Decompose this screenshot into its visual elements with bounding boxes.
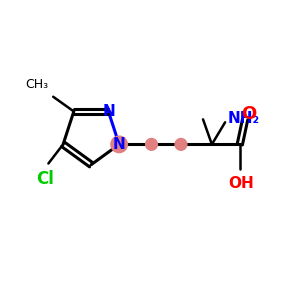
Text: N: N: [113, 137, 125, 152]
Text: NH₂: NH₂: [228, 111, 260, 126]
Text: CH₃: CH₃: [26, 78, 49, 92]
Circle shape: [175, 139, 187, 150]
Text: Cl: Cl: [37, 170, 54, 188]
Text: N: N: [103, 104, 116, 119]
Text: OH: OH: [228, 176, 254, 191]
Circle shape: [111, 136, 128, 153]
Circle shape: [146, 139, 158, 150]
Text: O: O: [241, 105, 256, 123]
